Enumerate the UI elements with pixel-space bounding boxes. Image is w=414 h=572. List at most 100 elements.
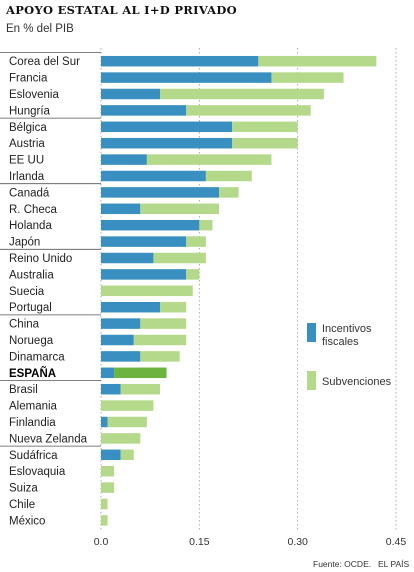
category-label-eslovenia: Eslovenia (9, 89, 59, 101)
x-tick-label: 0.0 (94, 536, 109, 548)
chart-subtitle: En % del PIB (6, 23, 74, 35)
bar-incentivos-china (101, 318, 141, 329)
bar-subvenciones-francia (271, 72, 344, 83)
bar-incentivos-holanda (101, 219, 200, 231)
publisher-credit: EL PAÍS (378, 559, 410, 569)
category-label-canada: Canadá (9, 187, 50, 199)
bar-subvenciones-r-checa (140, 203, 219, 215)
group-separators (0, 52, 101, 447)
legend-swatch-subvenciones (307, 371, 316, 390)
bar-subvenciones-australia (186, 269, 200, 280)
bar-subvenciones-finlandia (107, 416, 147, 428)
bar-incentivos-sudafrica (101, 449, 121, 461)
category-label-sudafrica: Sudáfrica (9, 450, 58, 462)
bar-incentivos-finlandia (101, 416, 108, 428)
category-label-brasil: Brasil (9, 384, 38, 396)
bar-incentivos-irlanda (101, 170, 206, 182)
legend-swatch-incentivos (307, 323, 316, 342)
category-label-dinamarca: Dinamarca (9, 351, 65, 363)
category-label-chile: Chile (9, 499, 35, 511)
bar-subvenciones-hungria (186, 105, 311, 116)
bar-subvenciones-mexico (101, 515, 108, 526)
bar-incentivos-japon (101, 236, 187, 247)
category-label-francia: Francia (9, 73, 48, 85)
bar-subvenciones-dinamarca (140, 351, 180, 362)
bar-subvenciones-nueva-zelanda (101, 433, 141, 444)
x-tick-label: 0.45 (386, 536, 407, 548)
bar-incentivos-eslovenia (101, 88, 160, 100)
category-label-noruega: Noruega (9, 335, 54, 347)
category-label-mexico: México (9, 515, 45, 527)
bar-subvenciones-portugal (160, 301, 187, 313)
category-label-belgica: Bélgica (9, 122, 47, 134)
legend-label-subvenciones: Subvenciones (322, 376, 392, 388)
bar-incentivos-r-checa (101, 203, 141, 215)
bar-incentivos-austria (101, 137, 233, 149)
bar-incentivos-espana (101, 367, 115, 379)
category-label-espana: ESPAÑA (9, 367, 56, 380)
bar-incentivos-australia (101, 269, 187, 280)
category-label-portugal: Portugal (9, 302, 52, 314)
bar-incentivos-portugal (101, 301, 160, 313)
bar-subvenciones-alemania (101, 400, 154, 411)
x-tick-label: 0.15 (189, 536, 210, 548)
x-axis-ticks: 0.0 0.15 0.30 0.45 (94, 536, 407, 548)
category-label-nueva-zelanda: Nueva Zelanda (9, 433, 88, 445)
bar-subvenciones-canada (219, 187, 239, 198)
category-label-suecia: Suecia (9, 286, 45, 298)
bar-subvenciones-chile (101, 498, 108, 510)
bar-subvenciones-holanda (199, 219, 213, 231)
legend-label-incentivos-line-1: Incentivos (322, 323, 372, 335)
category-label-reino-unido: Reino Unido (9, 253, 72, 265)
bar-incentivos-belgica (101, 121, 233, 133)
bar-subvenciones-austria (232, 137, 298, 149)
bar-incentivos-reino-unido (101, 252, 154, 264)
category-label-hungria: Hungría (9, 105, 51, 117)
legend: Incentivos fiscales Subvenciones (307, 323, 392, 390)
category-label-r-checa: R. Checa (9, 204, 58, 216)
category-label-japon: Japón (9, 237, 40, 249)
category-label-suiza: Suiza (9, 483, 38, 495)
category-label-australia: Australia (9, 269, 54, 281)
bar-subvenciones-espana (114, 367, 167, 379)
bar-incentivos-noruega (101, 334, 134, 346)
category-label-holanda: Holanda (9, 220, 52, 232)
category-label-alemania: Alemania (9, 401, 58, 413)
bar-subvenciones-corea-del-sur (258, 55, 377, 67)
category-label-finlandia: Finlandia (9, 417, 56, 429)
bar-subvenciones-eslovaquia (101, 465, 115, 477)
category-label-irlanda: Irlanda (9, 171, 45, 183)
category-label-ee-uu: EE UU (9, 155, 44, 167)
category-label-austria: Austria (9, 138, 45, 150)
category-label-china: China (9, 319, 40, 331)
bar-subvenciones-reino-unido (153, 252, 206, 264)
bar-subvenciones-ee-uu (146, 154, 272, 165)
bar-incentivos-brasil (101, 383, 121, 395)
bar-incentivos-hungria (101, 105, 187, 116)
bar-subvenciones-belgica (232, 121, 298, 133)
chart-title: APOYO ESTATAL AL I+D PRIVADO (5, 3, 237, 17)
bar-subvenciones-eslovenia (160, 88, 324, 100)
bar-subvenciones-china (140, 318, 187, 329)
bar-subvenciones-sudafrica (120, 449, 134, 461)
bar-subvenciones-irlanda (205, 170, 252, 182)
bar-subvenciones-japon (186, 236, 206, 247)
bar-incentivos-dinamarca (101, 351, 141, 362)
category-label-eslovaquia: Eslovaquia (9, 466, 66, 478)
source-note: Fuente: OCDE. (313, 559, 371, 569)
legend-label-incentivos: Incentivos fiscales (322, 323, 375, 348)
bar-subvenciones-brasil (120, 383, 160, 395)
bar-incentivos-canada (101, 187, 219, 198)
category-labels: Corea del Sur Francia Eslovenia Hungría Bélg… (9, 56, 88, 527)
bar-subvenciones-suecia (101, 285, 193, 297)
bars (101, 55, 377, 526)
bar-incentivos-ee-uu (101, 154, 147, 165)
bar-incentivos-francia (101, 72, 272, 83)
x-tick-label: 0.30 (287, 536, 308, 548)
category-label-corea-del-sur: Corea del Sur (9, 56, 80, 68)
legend-label-incentivos-line-2: fiscales (322, 336, 359, 348)
bar-subvenciones-noruega (133, 334, 187, 346)
bar-subvenciones-suiza (101, 482, 115, 493)
bar-incentivos-corea-del-sur (101, 55, 259, 67)
